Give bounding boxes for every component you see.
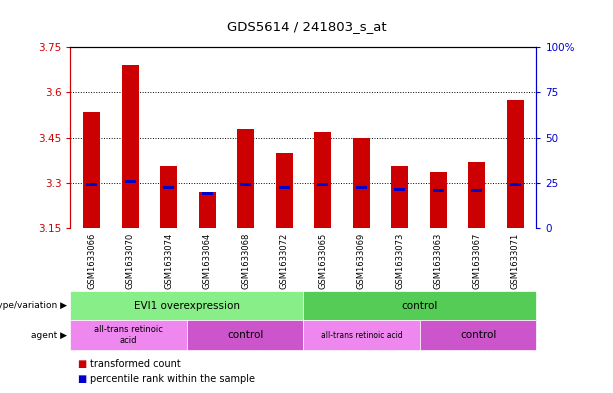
Text: genotype/variation ▶: genotype/variation ▶ [0, 301, 67, 310]
Bar [468, 162, 485, 228]
Text: EVI1 overexpression: EVI1 overexpression [134, 301, 240, 310]
Bar [237, 129, 254, 228]
Text: control: control [460, 330, 497, 340]
Text: all-trans retinoic acid: all-trans retinoic acid [321, 331, 403, 340]
Bar [86, 183, 97, 185]
Text: all-trans retinoic
acid: all-trans retinoic acid [94, 325, 163, 345]
Bar [240, 183, 251, 185]
Bar [314, 132, 332, 228]
Bar [278, 186, 290, 189]
Bar [199, 192, 216, 228]
Bar [121, 65, 139, 228]
Bar [202, 192, 213, 195]
Bar [471, 189, 482, 192]
Text: GDS5614 / 241803_s_at: GDS5614 / 241803_s_at [227, 20, 386, 33]
Bar [124, 180, 136, 183]
Text: agent ▶: agent ▶ [31, 331, 67, 340]
Text: control: control [227, 330, 264, 340]
Bar [352, 138, 370, 228]
Bar [356, 186, 367, 189]
Text: control: control [402, 301, 438, 310]
Text: percentile rank within the sample: percentile rank within the sample [90, 374, 255, 384]
Bar [83, 112, 101, 228]
Text: ■: ■ [77, 374, 86, 384]
Bar [163, 186, 174, 189]
Bar [317, 183, 329, 185]
Bar [275, 152, 293, 228]
Text: transformed count: transformed count [90, 358, 181, 369]
Text: ■: ■ [77, 358, 86, 369]
Bar [509, 183, 521, 185]
Bar [506, 100, 524, 228]
Bar [391, 166, 408, 228]
Bar [160, 166, 177, 228]
Bar [394, 188, 405, 191]
Bar [430, 172, 447, 228]
Bar [433, 189, 444, 192]
